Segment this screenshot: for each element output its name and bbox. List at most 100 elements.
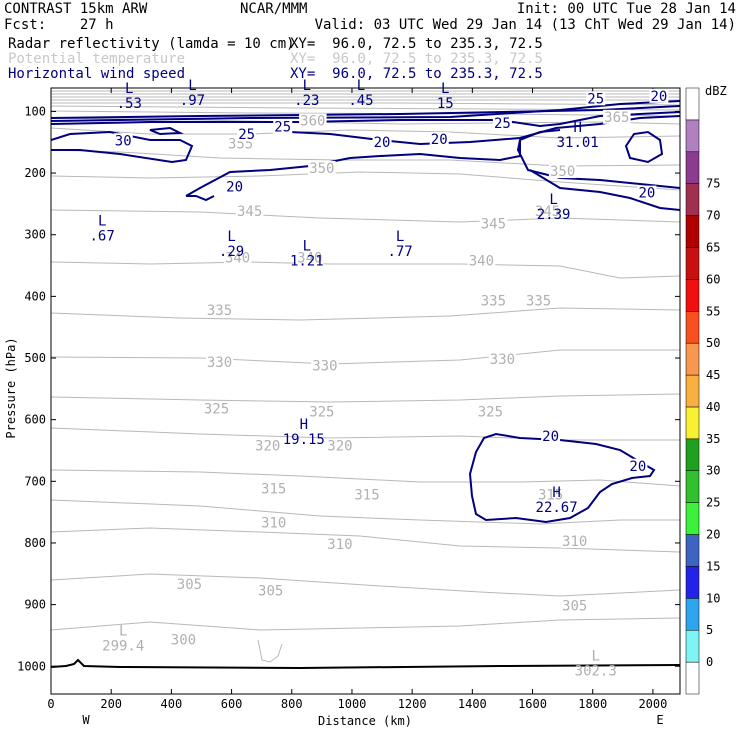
plot-area: 0 200 400 600 800 1000 1200 1400 1600 1800 2000 10… bbox=[17, 78, 681, 711]
colorbar-level-label: 70 bbox=[706, 209, 720, 223]
x-tick-label: 1400 bbox=[458, 697, 487, 711]
extremum-type: L bbox=[98, 214, 106, 230]
wind-contour-label: 20 bbox=[226, 179, 243, 195]
theta-contour-label: 325 bbox=[204, 401, 229, 417]
colorbar-cell bbox=[685, 342, 700, 376]
extremum-value: 22.67 bbox=[536, 500, 578, 516]
x-axis: 0 200 400 600 800 1000 1200 1400 1600 1800 2000 bbox=[47, 88, 667, 711]
theta-contour-label-bg bbox=[603, 109, 631, 124]
theta-contour-label: 340 bbox=[297, 250, 322, 266]
x-axis-title: Distance (km) bbox=[318, 714, 412, 728]
x-tick-label: 800 bbox=[281, 697, 303, 711]
extremum-type: L bbox=[396, 229, 404, 245]
theta-contour-label-bg bbox=[259, 515, 288, 530]
theta-contour-label: 365 bbox=[604, 110, 629, 126]
theta-contour-label: 350 bbox=[309, 161, 334, 177]
y-axis: 100 200 300 400 500 600 700 800 900 1000 bbox=[17, 104, 680, 673]
wind-contour-label-bg bbox=[237, 127, 257, 142]
colorbar-level-label: 65 bbox=[706, 240, 720, 254]
colorbar-level-label: 0 bbox=[706, 655, 713, 669]
theta-contour-label-bg bbox=[299, 113, 327, 128]
extremum-type: L bbox=[549, 192, 557, 208]
theta-contour-label-bg bbox=[476, 404, 505, 419]
theta-contour-label: 305 bbox=[177, 577, 202, 593]
theta-contour-label-bg bbox=[205, 302, 234, 317]
x-tick-label: 2000 bbox=[638, 697, 667, 711]
wind-contour-label-bg bbox=[628, 458, 648, 473]
theta-contour-label-bg bbox=[533, 204, 562, 219]
colorbar-level-label: 10 bbox=[706, 591, 720, 605]
wind-contour-label-bg bbox=[541, 429, 561, 444]
valid-time: Valid: 03 UTC Wed 29 Jan 14 (13 ChT Wed … bbox=[315, 17, 736, 33]
extremum-value: 19.15 bbox=[283, 432, 325, 448]
theta-contour-label-bg bbox=[326, 537, 354, 552]
colorbar-level-label: 30 bbox=[706, 464, 720, 478]
extremum-type: L bbox=[119, 624, 127, 640]
wind-contour-label: 20 bbox=[638, 186, 655, 202]
extremum-value: .23 bbox=[294, 93, 319, 109]
wind-contour-label-bg bbox=[372, 135, 392, 150]
extremum-type: L bbox=[592, 648, 600, 664]
wind-contour-label-bg bbox=[113, 133, 133, 148]
theta-contour-label-bg bbox=[256, 583, 285, 598]
wind-contour-label: 20 bbox=[651, 89, 668, 105]
theta-contour-label-bg bbox=[536, 487, 565, 502]
wind-contour-label-bg bbox=[586, 91, 606, 106]
colorbar-level-label: 25 bbox=[706, 496, 720, 510]
y-tick-label: 600 bbox=[24, 413, 46, 427]
theta-contour-label-bg bbox=[235, 204, 264, 219]
colorbar-cell bbox=[685, 119, 700, 153]
colorbar-level-label: 60 bbox=[706, 272, 720, 286]
wind-contour-label-bg bbox=[273, 119, 293, 134]
colorbar-cell bbox=[685, 247, 700, 280]
theta-contour-label-bg bbox=[548, 164, 577, 179]
colorbar-level-label: 15 bbox=[706, 559, 720, 573]
theta-contour-label-bg bbox=[479, 216, 508, 231]
theta-contour-label: 350 bbox=[550, 164, 575, 180]
theta-contour-label: 320 bbox=[255, 438, 280, 454]
wind-contour-label: 20 bbox=[629, 459, 646, 475]
ground-surface-line bbox=[50, 658, 681, 670]
colorbar-cell bbox=[685, 87, 700, 121]
theta-contour-label-bg bbox=[326, 438, 354, 453]
extremum-value: .29 bbox=[219, 244, 244, 260]
field-wind-xy: XY= 96.0, 72.5 to 235.3, 72.5 bbox=[290, 66, 543, 82]
wind-contour-label-bg bbox=[225, 179, 245, 194]
colorbar-cell bbox=[685, 183, 700, 216]
y-tick-label: 300 bbox=[24, 228, 46, 242]
wind-contour-label: 25 bbox=[274, 120, 291, 136]
theta-contour-label-bg bbox=[308, 404, 336, 419]
y-tick-label: 500 bbox=[24, 351, 46, 365]
wind-contour-label: 20 bbox=[431, 132, 448, 148]
field-theta-name: Potential temperature bbox=[8, 51, 185, 67]
x-tick-label: 1000 bbox=[338, 697, 367, 711]
theta-contour-label: 345 bbox=[237, 204, 262, 220]
y-tick-label: 100 bbox=[24, 104, 46, 118]
colorbar-cell bbox=[685, 374, 700, 408]
theta-contour-label-bg bbox=[259, 481, 288, 496]
field-theta-xy: XY= 96.0, 72.5 to 235.3, 72.5 bbox=[290, 51, 543, 67]
colorbar-cell bbox=[685, 502, 700, 535]
west-label: W bbox=[82, 713, 90, 727]
y-tick-label: 700 bbox=[24, 474, 46, 488]
x-tick-label: 1200 bbox=[398, 697, 427, 711]
x-tick-label: 0 bbox=[47, 697, 54, 711]
theta-contour-label: 315 bbox=[261, 482, 286, 498]
theta-contour-label: 310 bbox=[327, 537, 352, 553]
extremum-value: .45 bbox=[348, 93, 373, 109]
colorbar-cell bbox=[685, 311, 700, 344]
y-tick-label: 900 bbox=[24, 598, 46, 612]
theta-contour-label-bg bbox=[560, 533, 589, 548]
colorbar-cell bbox=[685, 151, 700, 184]
colorbar-unit: dBZ bbox=[705, 84, 727, 98]
x-tick-label: 1800 bbox=[578, 697, 607, 711]
y-tick-label: 800 bbox=[24, 536, 46, 550]
wind-speed-contours bbox=[51, 100, 680, 524]
theta-contour-label: 335 bbox=[481, 294, 506, 310]
theta-contour-label: 315 bbox=[538, 488, 563, 504]
theta-contour-label-bg bbox=[202, 401, 231, 416]
theta-contour-label: 335 bbox=[526, 294, 551, 310]
colorbar-cell bbox=[685, 534, 700, 567]
x-tick-label: 1600 bbox=[518, 697, 547, 711]
wind-contour-label-bg bbox=[649, 88, 669, 103]
